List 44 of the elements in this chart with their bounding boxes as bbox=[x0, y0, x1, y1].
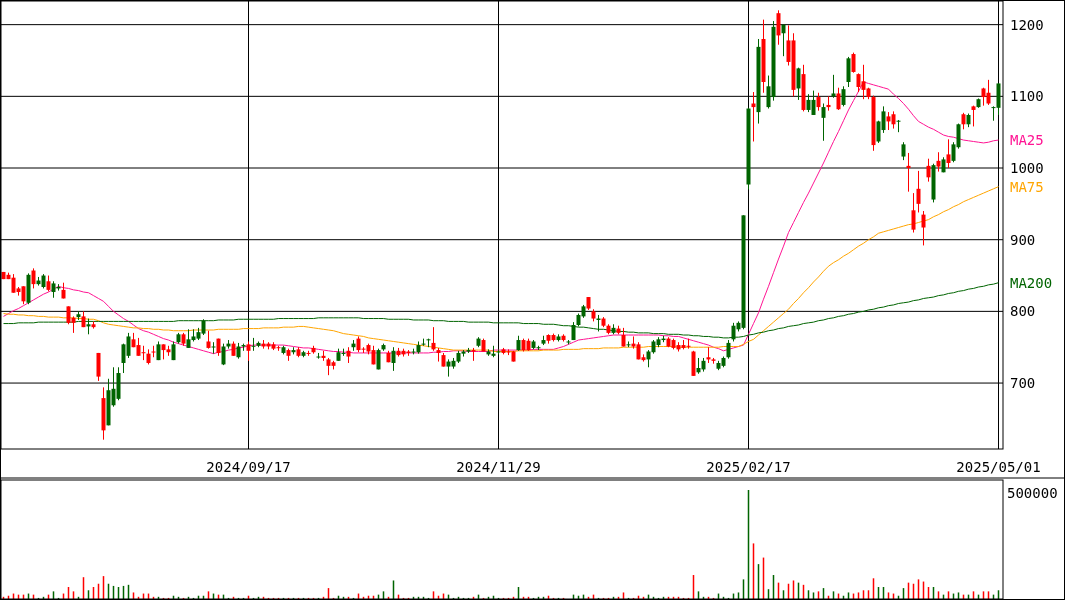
y-tick-label: 1100 bbox=[1010, 88, 1044, 105]
candlestick bbox=[776, 9, 781, 46]
candlestick bbox=[96, 352, 101, 382]
series-label: MA75 bbox=[1010, 178, 1044, 195]
y-tick-label: 1200 bbox=[1010, 16, 1044, 33]
y-tick-label: 800 bbox=[1010, 303, 1036, 320]
candlestick bbox=[126, 332, 131, 359]
candlestick bbox=[896, 119, 901, 133]
candlestick bbox=[811, 90, 816, 116]
candlestick bbox=[841, 85, 846, 107]
candlestick bbox=[831, 74, 836, 99]
candlestick bbox=[431, 326, 436, 352]
candlestick bbox=[836, 87, 841, 111]
candlestick bbox=[31, 267, 36, 289]
candlestick bbox=[926, 158, 931, 183]
candlestick bbox=[846, 56, 851, 88]
series-label: MA25 bbox=[1010, 132, 1044, 149]
x-tick-label: 2024/11/29 bbox=[456, 459, 541, 475]
candlestick bbox=[916, 170, 921, 213]
y-tick-label: 1000 bbox=[1010, 160, 1044, 177]
y-tick-label: 900 bbox=[1010, 231, 1036, 248]
candlestick bbox=[686, 338, 691, 350]
x-tick-label: 2025/02/17 bbox=[706, 459, 791, 475]
candlestick bbox=[211, 341, 216, 355]
candlestick bbox=[821, 103, 826, 142]
candlestick bbox=[911, 192, 916, 234]
series-label: MA200 bbox=[1010, 274, 1053, 291]
candlestick bbox=[221, 343, 226, 366]
candlestick bbox=[796, 67, 801, 101]
candlestick bbox=[936, 151, 941, 173]
x-tick-label: 2025/05/01 bbox=[956, 459, 1041, 475]
candlestick bbox=[921, 210, 926, 246]
y-tick-label: 700 bbox=[1010, 375, 1036, 392]
candlestick bbox=[151, 345, 156, 358]
candlestick bbox=[946, 138, 951, 169]
candlestick bbox=[986, 79, 991, 106]
text: 500000 bbox=[1007, 485, 1058, 501]
candlestick bbox=[391, 346, 396, 372]
candlestick bbox=[781, 24, 786, 57]
x-tick-label: 2024/09/17 bbox=[206, 459, 291, 475]
candlestick bbox=[851, 52, 856, 74]
candlestick bbox=[246, 340, 251, 362]
candlestick bbox=[141, 345, 146, 361]
candlestick bbox=[251, 337, 256, 352]
